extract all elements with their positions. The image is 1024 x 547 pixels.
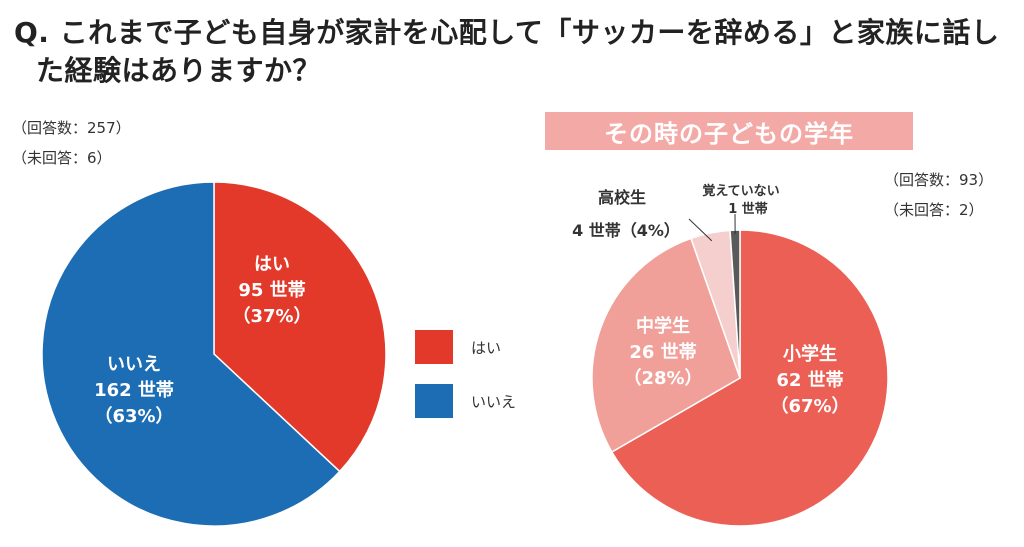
legend-label-yes: はい (471, 338, 502, 357)
pie1-label-middle: 中学生 26 世帯 （28%） (623, 315, 702, 389)
left-answered-count: （回答数：257） (12, 119, 131, 137)
pie1-slice-0 (610, 229, 889, 527)
legend-swatch-yes (415, 330, 453, 364)
pie1-label-notremember-name: 覚えていない (701, 183, 779, 199)
pie1-label-elementary-line-1: 62 世帯 (776, 369, 843, 391)
pie1-label-notremember-name-line-0: 覚えていない (701, 183, 779, 199)
left-response-counts: （回答数：257） （未回答：6） (12, 113, 131, 173)
legend-label-no: いいえ (471, 392, 517, 411)
pie1-label-highschool-count-line-0: 4 世帯（4%） (572, 221, 680, 240)
pie1-label-highschool-name-line-0: 高校生 (598, 188, 646, 207)
pie0-label-no: いいえ 162 世帯 （63%） (94, 354, 174, 427)
pie1-slice-1 (591, 237, 741, 454)
legend-item-yes: はい (415, 330, 501, 364)
question-line-1: Q. これまで子ども自身が家計を心配して「サッカーを辞める」と家族に話し (14, 16, 1000, 49)
pie0-slice-1 (41, 181, 341, 527)
legend-swatch-no (415, 384, 453, 418)
pie1-label-notremember-count-line-0: 1 世帯 (728, 201, 768, 217)
pie0-label-yes-line-2: （37%） (232, 306, 311, 327)
pie1-label-elementary: 小学生 62 世帯 （67%） (770, 343, 849, 417)
legend-item-no: いいえ (415, 384, 516, 418)
right-answered-count: （回答数：93） (884, 171, 994, 189)
pie1-label-highschool-count: 4 世帯（4%） (572, 221, 680, 240)
pie0-label-no-line-1: 162 世帯 (94, 379, 174, 401)
pie1-label-notremember-count: 1 世帯 (728, 201, 768, 217)
pie1-label-middle-line-2: （28%） (623, 368, 702, 389)
right-response-counts: （回答数：93） （未回答：2） (884, 165, 993, 225)
left-unanswered-count: （未回答：6） (12, 149, 112, 167)
right-unanswered-count: （未回答：2） (884, 201, 984, 219)
pie1-label-elementary-line-0: 小学生 (783, 343, 837, 365)
pie0-label-yes-line-1: 95 世帯 (238, 279, 305, 301)
pie0-slice-0 (213, 181, 387, 473)
pie1-label-middle-line-1: 26 世帯 (629, 341, 696, 363)
pie0-label-yes: はい 95 世帯 （37%） (232, 254, 311, 327)
question-title: Q. これまで子ども自身が家計を心配して「サッカーを辞める」と家族に話し た経験… (14, 14, 1014, 90)
pie1-label-middle-line-0: 中学生 (636, 315, 690, 337)
pie1-label-highschool-name: 高校生 (598, 188, 646, 207)
pie0-label-no-line-2: （63%） (94, 406, 173, 427)
right-chart-title: その時の子どもの学年 (545, 112, 913, 150)
pie0-label-yes-line-0: はい (254, 254, 290, 275)
pie0-label-no-line-0: いいえ (107, 354, 161, 375)
pie1-leader-highschool (688, 218, 713, 242)
question-line-2: た経験はありますか？ (36, 54, 322, 87)
pie1-label-elementary-line-2: （67%） (770, 396, 849, 417)
